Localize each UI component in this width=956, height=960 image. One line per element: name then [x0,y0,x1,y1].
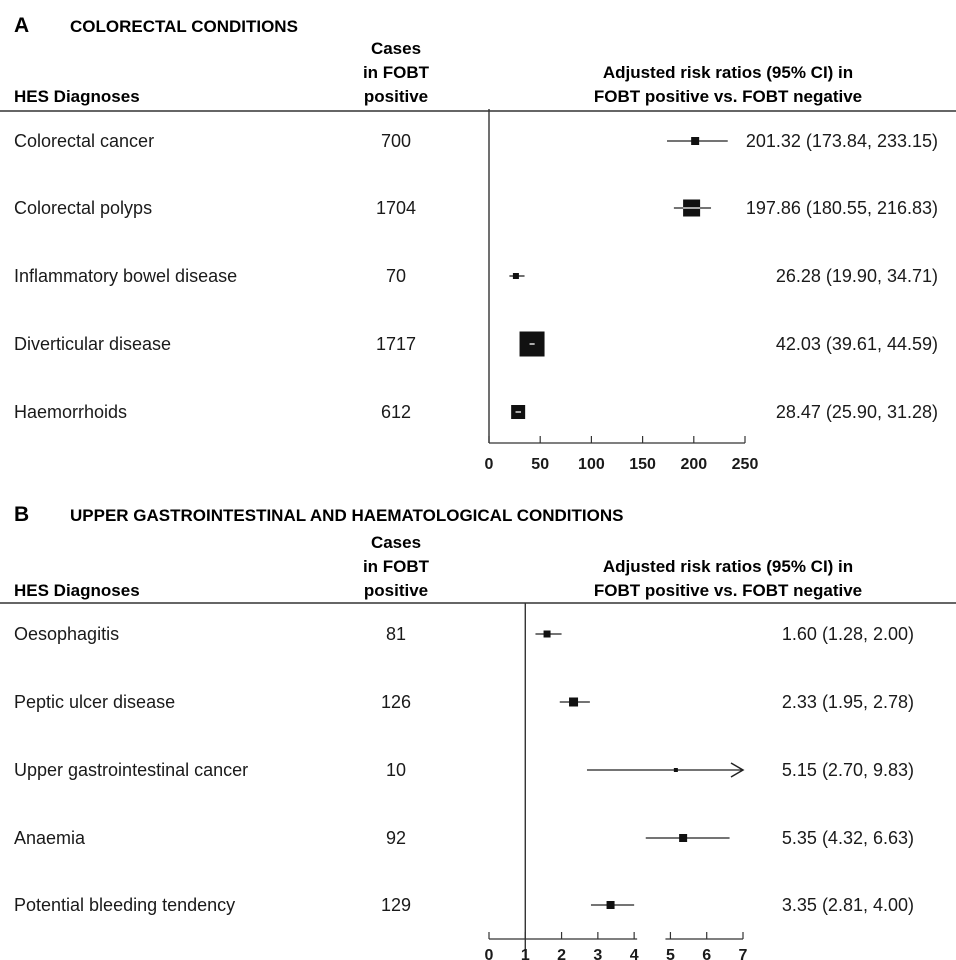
panel-a-x-tick-label: 250 [732,456,759,473]
panel-a-diagnosis-label: Haemorrhoids [14,402,127,422]
panel-b-x-tick-label: 4 [630,947,639,960]
panel-a-x-tick-label: 100 [578,456,605,473]
panel-b-cases-header-1: Cases [371,533,421,552]
panel-a-estimate-text: 197.86 (180.55, 216.83) [746,198,938,218]
panel-a-cases-header-3: positive [364,87,428,106]
panel-b-ci-arrow [730,762,745,778]
panel-b-diagnoses-header: HES Diagnoses [14,581,140,600]
panel-a-rr-header-2: FOBT positive vs. FOBT negative [594,87,862,106]
panel-b-estimate-square [543,630,551,638]
panel-b-diagnosis-label: Potential bleeding tendency [14,895,235,915]
panel-b-diagnosis-label: Peptic ulcer disease [14,692,175,712]
panel-a-estimate-text: 201.32 (173.84, 233.15) [746,131,938,151]
panel-b-x-tick-label: 5 [666,947,675,960]
panel-a-cases-value: 1704 [376,198,416,218]
panel-a-diagnosis-label: Colorectal cancer [14,131,154,151]
panel-a-cases-header-2: in FOBT [363,63,430,82]
panel-b-estimate-square [569,697,579,707]
panel-a-cases-value: 700 [381,131,411,151]
panel-b-cases-value: 10 [386,760,406,780]
panel-a-rr-header-1: Adjusted risk ratios (95% CI) in [603,63,853,82]
panel-b-estimate-text: 5.35 (4.32, 6.63) [782,828,914,848]
panel-a-x-tick-label: 150 [629,456,656,473]
panel-b-letter: B [14,503,29,526]
panel-b-title: UPPER GASTROINTESTINAL AND HAEMATOLOGICA… [70,506,623,525]
panel-a-diagnosis-label: Inflammatory bowel disease [14,266,237,286]
panel-a-estimate-text: 42.03 (39.61, 44.59) [776,334,938,354]
panel-b-estimate-square [606,901,615,909]
panel-a-letter: A [14,14,29,37]
panel-b-cases-header-2: in FOBT [363,557,430,576]
panel-b-x-tick-label: 6 [702,947,711,960]
panel-a-estimate-square [512,273,519,279]
panel-b-cases-header-3: positive [364,581,428,600]
panel-b-estimate-text: 1.60 (1.28, 2.00) [782,624,914,644]
panel-a-estimate-text: 28.47 (25.90, 31.28) [776,402,938,422]
panel-b-cases-value: 126 [381,692,411,712]
panel-a-estimate-square [691,137,700,145]
panel-a-x-tick-label: 50 [531,456,549,473]
panel-b-x-tick-label: 2 [557,947,566,960]
panel-a-cases-header-1: Cases [371,39,421,58]
panel-b-estimate-text: 3.35 (2.81, 4.00) [782,895,914,915]
panel-a-diagnosis-label: Diverticular disease [14,334,171,354]
panel-b-x-tick-label: 1 [521,947,530,960]
panel-b-rr-header-2: FOBT positive vs. FOBT negative [594,581,862,600]
panel-b-estimate-square [679,834,688,842]
panel-b-estimate-square [673,768,678,772]
panel-b-diagnosis-label: Anaemia [14,828,86,848]
panel-a-estimate-text: 26.28 (19.90, 34.71) [776,266,938,286]
panel-b-cases-value: 92 [386,828,406,848]
panel-a-diagnosis-label: Colorectal polyps [14,198,152,218]
panel-a-cases-value: 1717 [376,334,416,354]
panel-b-diagnosis-label: Oesophagitis [14,624,119,644]
panel-b-estimate-text: 2.33 (1.95, 2.78) [782,692,914,712]
panel-a-title: COLORECTAL CONDITIONS [70,17,298,36]
panel-b-x-tick-label: 7 [739,947,748,960]
panel-a-x-tick-label: 200 [680,456,707,473]
panel-b-x-tick-label: 0 [485,947,494,960]
panel-b-cases-value: 129 [381,895,411,915]
panel-b-diagnosis-label: Upper gastrointestinal cancer [14,760,248,780]
panel-a-cases-value: 70 [386,266,406,286]
panel-b-rr-header-1: Adjusted risk ratios (95% CI) in [603,557,853,576]
panel-b-cases-value: 81 [386,624,406,644]
panel-b-estimate-text: 5.15 (2.70, 9.83) [782,760,914,780]
panel-a-diagnoses-header: HES Diagnoses [14,87,140,106]
panel-b-x-tick-label: 3 [593,947,602,960]
panel-a-x-tick-label: 0 [485,456,494,473]
panel-a-cases-value: 612 [381,402,411,422]
